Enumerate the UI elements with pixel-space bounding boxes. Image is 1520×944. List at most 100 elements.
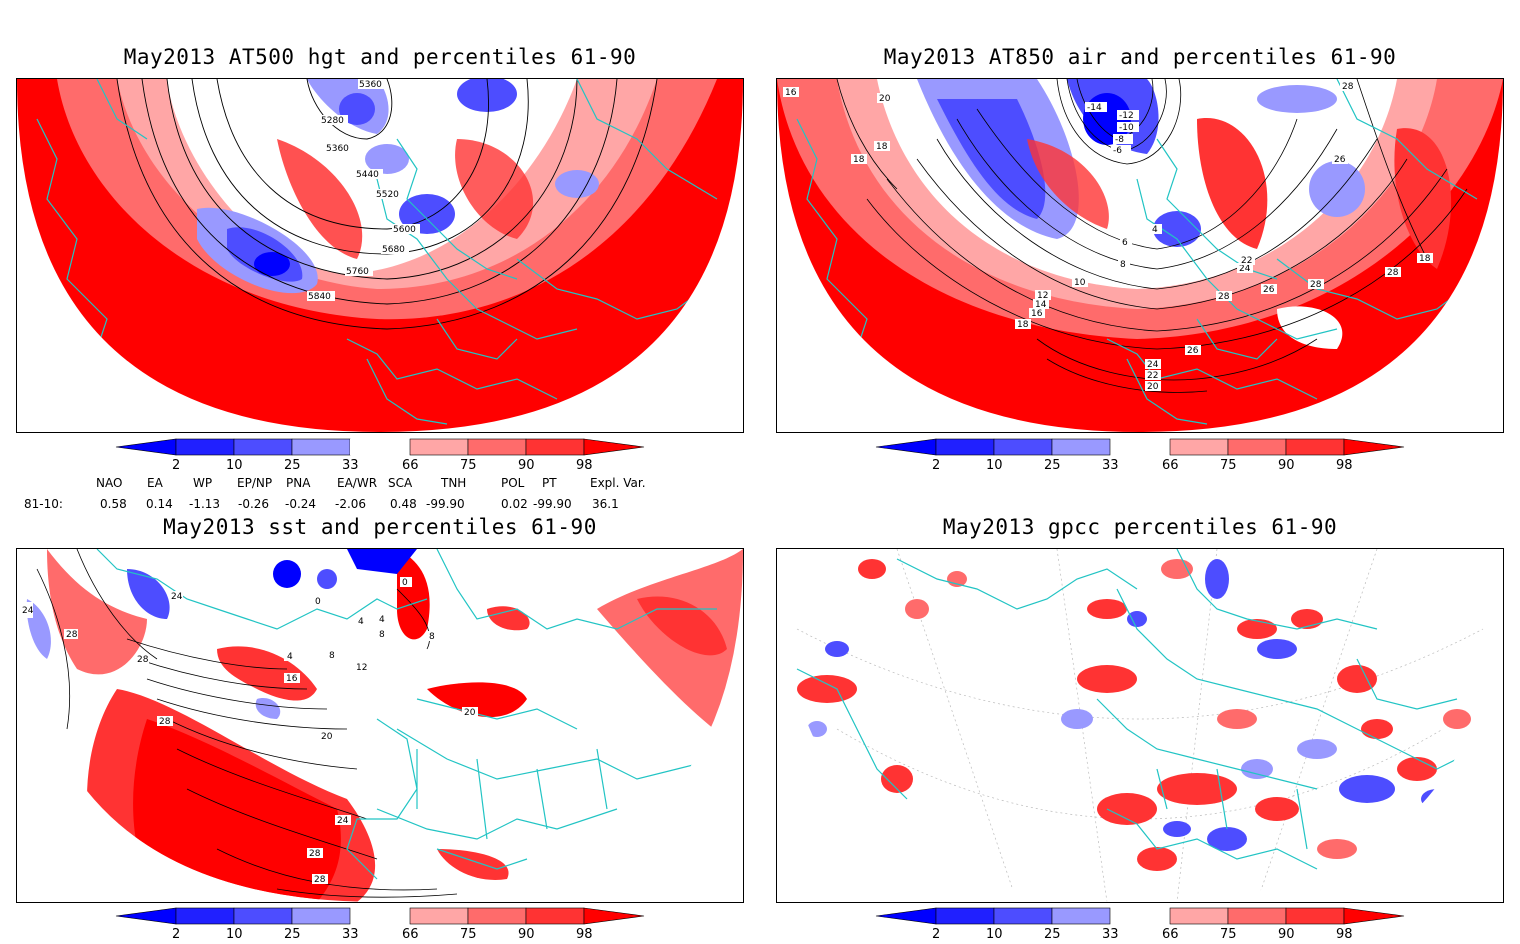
colorbar-tick: 98 [576,458,593,473]
contour-label: 18 [1419,254,1431,264]
colorbar-tick: 10 [226,927,243,940]
colorbar-tick: 2 [932,927,940,940]
contour-label: 26 [1187,346,1199,356]
index-header-nao: NAO [96,476,123,490]
index-value-tnh: -99.90 [426,497,465,511]
contour-label: 24 [1239,264,1251,274]
colorbar-tick: 25 [1044,927,1061,940]
map-panel-air: 16 20 18 18 -14 -12 -10 -8 -6 4 6 8 10 1… [776,78,1504,433]
index-header-ea: EA [147,476,163,490]
contour-label: 8 [1120,260,1126,270]
contour-label: 24 [337,816,349,826]
panel-title-hgt: May2013 AT500 hgt and percentiles 61-90 [123,45,637,69]
colorbar-tick: 75 [1220,458,1237,473]
contour-label: 4 [1152,225,1158,235]
colorbar-bottom-left: 2 10 25 33 66 75 90 98 [110,906,650,942]
contour-label: 5760 [346,267,369,277]
contour-label: 22 [1147,371,1158,381]
index-header-pol: POL [501,476,525,490]
colorbar-tick: 75 [1220,927,1237,940]
index-header-epnp: EP/NP [237,476,273,490]
contour-label: 12 [1037,291,1048,301]
colorbar-tick: 10 [986,927,1003,940]
contour-label: 10 [1074,278,1086,288]
colorbar-tick: 33 [342,927,359,940]
colorbar-tick: 2 [172,927,180,940]
colorbar-tick: 25 [1044,458,1061,473]
colorbar-tick: 98 [576,927,593,940]
contour-label: 5600 [393,225,416,235]
colorbar-tick: 90 [518,458,535,473]
index-header-tnh: TNH [441,476,467,490]
colorbar-tick: 66 [1162,927,1179,940]
map-panel-gpcc [776,548,1504,903]
index-value-eawr: -2.06 [335,497,367,511]
contour-label: 5520 [376,190,399,200]
colorbar-tick: 25 [284,927,301,940]
contour-label: 28 [1218,292,1230,302]
contour-label: 5680 [382,245,405,255]
contour-label: 8 [429,632,435,642]
contour-label: 22 [1241,256,1252,266]
index-value-pna: -0.24 [285,497,317,511]
contour-label: 18 [1017,320,1029,330]
contour-label: 14 [1035,300,1047,310]
contour-label: 5360 [326,144,349,154]
panel-title-gpcc: May2013 gpcc percentiles 61-90 [942,515,1338,539]
contour-label: 20 [879,94,891,104]
colorbar-tick: 33 [1102,927,1119,940]
index-value-pt: -99.90 [533,497,572,511]
index-value-epnp: -0.26 [238,497,270,511]
contour-label: 28 [314,875,326,885]
index-header-eawr: EA/WR [337,476,378,490]
contour-label: 4 [287,652,293,662]
contour-label: 18 [876,142,888,152]
colorbar-tick: 66 [402,458,419,473]
colorbar-tick: 98 [1336,458,1353,473]
index-header-pt: PT [542,476,557,490]
colorbar-top-right: 2 10 25 33 66 75 90 98 [870,437,1410,473]
index-value-pol: 0.02 [501,497,528,511]
contour-label: 26 [1263,285,1275,295]
colorbar-tick: 75 [460,927,477,940]
colorbar-tick: 90 [1278,927,1295,940]
colorbar-tick: 33 [342,458,359,473]
contour-label: 0 [402,578,408,588]
contour-label: 16 [1031,309,1043,319]
contour-label: 28 [66,630,78,640]
contour-label: 16 [785,88,797,98]
contour-label: 12 [356,663,367,673]
index-row-label: 81-10: [24,497,63,511]
index-value-explvar: 36.1 [592,497,619,511]
index-header-explvar: Expl. Var. [590,476,646,490]
contour-label: 16 [286,674,298,684]
contour-label: 18 [853,155,865,165]
colorbar-tick: 2 [172,458,180,473]
contour-label: 5280 [321,116,344,126]
contour-label: 24 [171,592,183,602]
colorbar-tick: 25 [284,458,301,473]
contour-label: -6 [1113,146,1122,156]
contour-label: 8 [329,651,335,661]
colorbar-tick: 98 [1336,927,1353,940]
contour-label: 28 [1387,268,1399,278]
contour-label: 20 [321,732,333,742]
colorbar-tick: 33 [1102,458,1119,473]
contour-label: 28 [159,717,171,727]
contour-label: -12 [1119,111,1134,121]
map-panel-sst: 24 24 28 28 4 8 12 16 20 24 28 28 28 0 0… [16,548,744,903]
index-header-pna: PNA [286,476,311,490]
contour-label: 24 [22,606,34,616]
contour-label: -14 [1087,103,1102,113]
index-value-wp: -1.13 [189,497,221,511]
contour-label: 6 [1122,238,1128,248]
colorbar-top-left: 2 10 25 33 66 75 90 98 [110,437,650,473]
index-header-sca: SCA [388,476,413,490]
index-header-wp: WP [193,476,213,490]
contour-label: -10 [1119,123,1134,133]
contour-label: 4 [379,615,385,625]
contour-label: 8 [379,630,385,640]
contour-label: -8 [1115,135,1124,145]
colorbar-tick: 66 [1162,458,1179,473]
contour-label: 28 [309,849,321,859]
